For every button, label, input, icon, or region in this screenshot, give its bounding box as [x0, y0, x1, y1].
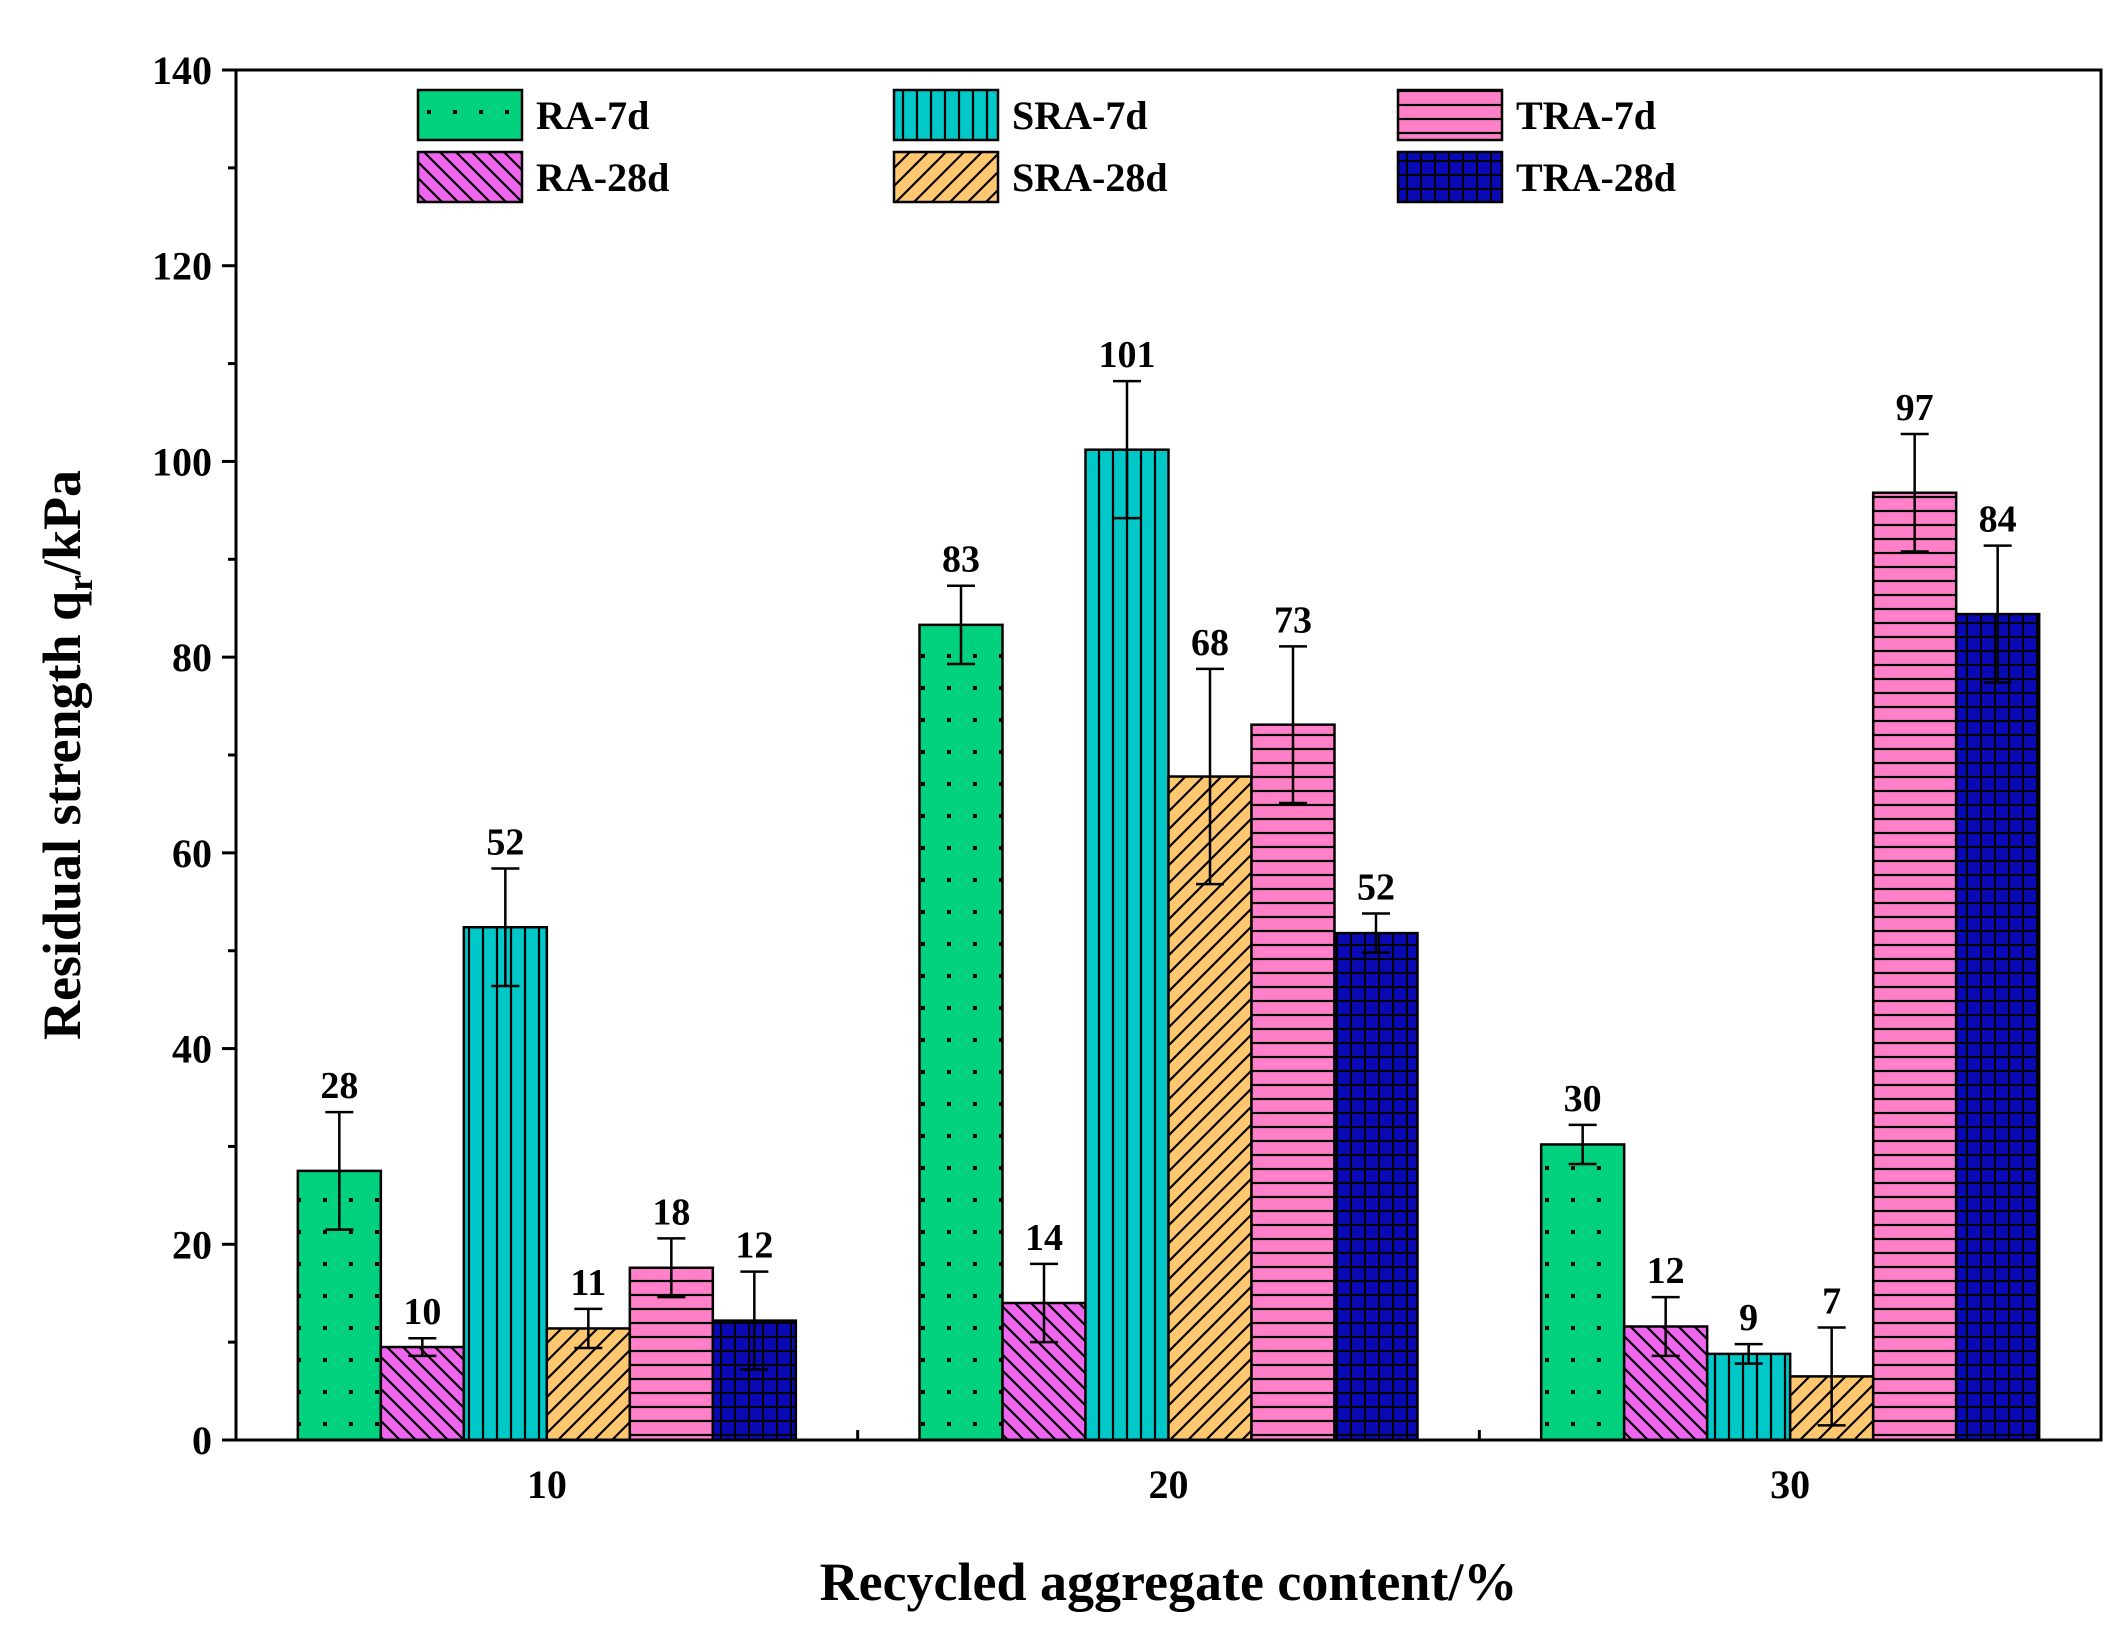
bar-tra-28d-30 [1954, 612, 2041, 1442]
error-bars-layer [325, 379, 2012, 1427]
data-label-ra-7d-10: 28 [320, 1065, 358, 1107]
x-tick-label-30: 30 [1770, 1462, 1810, 1507]
legend-label-tra-7d: TRA-7d [1516, 93, 1656, 138]
y-tick-label-80: 80 [172, 635, 212, 680]
data-label-sra-7d-30: 9 [1739, 1297, 1758, 1339]
y-tick-label-100: 100 [152, 439, 212, 484]
bar-ra-28d-10 [379, 1345, 466, 1442]
bar-sra-7d-10 [462, 925, 549, 1442]
data-label-ra-28d-10: 10 [403, 1291, 441, 1333]
y-tick-label-140: 140 [152, 48, 212, 93]
data-label-sra-28d-20: 68 [1191, 622, 1229, 664]
data-label-tra-28d-10: 12 [735, 1225, 773, 1267]
y-tick-label-60: 60 [172, 831, 212, 876]
legend-swatch-sra-28d [892, 150, 1000, 204]
data-label-ra-28d-30: 12 [1647, 1250, 1685, 1292]
legend-swatch-ra-28d [416, 150, 524, 204]
legend-swatch-sra-7d [892, 88, 1000, 142]
y-tick-label-0: 0 [192, 1418, 212, 1463]
data-label-tra-7d-20: 73 [1274, 599, 1312, 641]
y-tick-label-120: 120 [152, 244, 212, 289]
y-axis-title-main: Residual strength q [32, 591, 92, 1040]
data-label-ra-7d-30: 30 [1564, 1078, 1602, 1120]
x-axis-title: Recycled aggregate content/% [820, 1552, 1518, 1612]
legend-label-ra-7d: RA-7d [536, 93, 649, 138]
legend-swatch-tra-7d [1396, 88, 1504, 142]
bar-tra-7d-30 [1871, 491, 1958, 1442]
legend-label-tra-28d: TRA-28d [1516, 155, 1676, 200]
x-tick-label-10: 10 [527, 1462, 567, 1507]
data-label-ra-28d-20: 14 [1025, 1217, 1063, 1259]
legend-swatch-tra-28d [1396, 150, 1504, 204]
data-label-sra-7d-10: 52 [486, 822, 524, 864]
bars-layer [296, 448, 2041, 1442]
axes-layer: 0 20 40 60 80 100 120 140 10 20 30 Recycled aggrega… [32, 48, 2103, 1612]
y-tick-label-40: 40 [172, 1027, 212, 1072]
bar-tra-7d-20 [1250, 723, 1336, 1442]
legend-label-sra-7d: SRA-7d [1012, 93, 1148, 138]
y-tick-label-20: 20 [172, 1222, 212, 1267]
data-label-tra-7d-30: 97 [1896, 387, 1934, 429]
data-label-sra-7d-20: 101 [1099, 334, 1156, 376]
bar-sra-28d-20 [1167, 775, 1253, 1442]
bar-ra-7d-30 [1539, 1143, 1626, 1442]
data-label-sra-28d-10: 11 [570, 1262, 606, 1304]
bar-sra-7d-30 [1705, 1352, 1792, 1442]
data-label-tra-28d-20: 52 [1357, 867, 1395, 909]
y-axis-title-unit: /kPa [32, 470, 92, 576]
data-label-sra-28d-30: 7 [1822, 1280, 1841, 1322]
bar-ra-7d-20 [918, 623, 1004, 1442]
data-label-tra-7d-10: 18 [652, 1191, 690, 1233]
y-axis-title: Residual strength qr/kPa [32, 470, 100, 1040]
legend: RA-7d SRA-7d TRA-7d RA-28d SRA-28d TRA-28d [416, 88, 1676, 204]
bar-sra-7d-20 [1084, 448, 1170, 1442]
data-label-ra-7d-20: 83 [942, 539, 980, 581]
legend-label-ra-28d: RA-28d [536, 155, 669, 200]
data-label-tra-28d-30: 84 [1979, 499, 2017, 541]
x-tick-label-20: 20 [1149, 1462, 1189, 1507]
legend-swatch-ra-7d [416, 88, 524, 142]
bar-tra-28d-10 [711, 1319, 798, 1442]
y-axis-title-subscript: r [60, 575, 100, 591]
bar-tra-28d-20 [1333, 931, 1419, 1442]
legend-label-sra-28d: SRA-28d [1012, 155, 1168, 200]
